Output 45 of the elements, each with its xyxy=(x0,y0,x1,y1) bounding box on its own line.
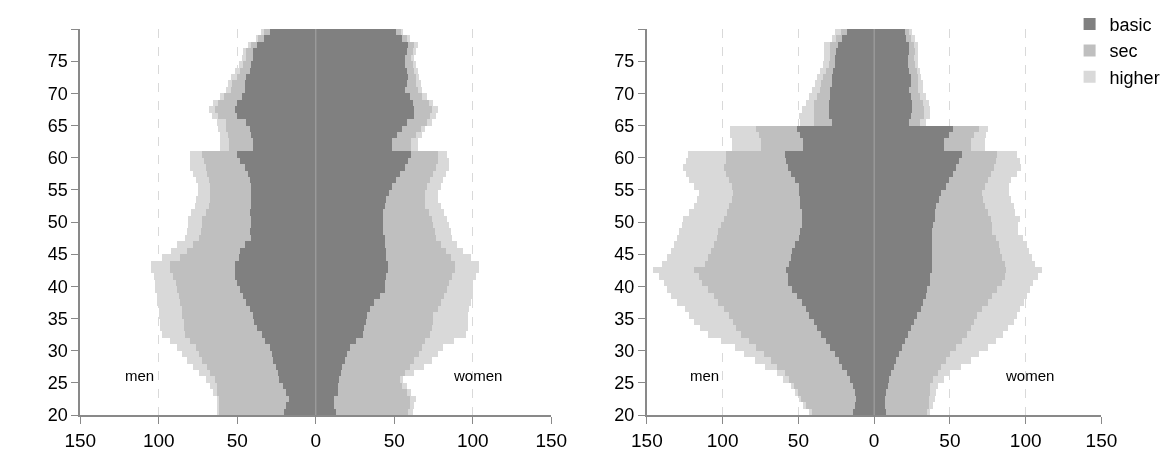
y-tick-label: 25 xyxy=(614,373,635,394)
y-tick-label: 20 xyxy=(47,405,68,426)
y-tick-label: 40 xyxy=(47,276,68,297)
y-tick-label: 35 xyxy=(47,308,68,329)
y-tick-label: 75 xyxy=(614,51,635,72)
y-tick-label: 65 xyxy=(47,115,68,136)
annotation: women xyxy=(1005,367,1055,384)
x-tick-label: 50 xyxy=(939,429,961,451)
y-tick-label: 70 xyxy=(47,83,68,104)
annotation: men xyxy=(125,367,155,384)
x-tick-label: 150 xyxy=(535,429,568,451)
y-tick-label: 60 xyxy=(614,147,635,168)
y-tick-label: 75 xyxy=(47,51,68,72)
y-tick-label: 60 xyxy=(47,147,68,168)
legend-label: basic xyxy=(1109,15,1152,36)
y-tick-label: 25 xyxy=(47,373,68,394)
y-tick-label: 35 xyxy=(614,308,635,329)
y-tick-label: 20 xyxy=(614,405,635,426)
x-tick-label: 100 xyxy=(456,429,489,451)
x-tick-label: 100 xyxy=(706,429,739,451)
x-tick-label: 150 xyxy=(64,429,97,451)
y-tick-label: 45 xyxy=(47,244,68,265)
y-tick-label: 55 xyxy=(614,180,635,201)
y-tick-label: 30 xyxy=(614,340,635,361)
y-tick-label: 50 xyxy=(614,212,635,233)
annotation: women xyxy=(453,367,503,384)
y-tick-label: 65 xyxy=(614,115,635,136)
annotation: men xyxy=(690,367,720,384)
y-tick-label: 45 xyxy=(614,244,635,265)
x-tick-label: 0 xyxy=(868,429,880,451)
x-tick-label: 150 xyxy=(1085,429,1118,451)
y-tick-label: 55 xyxy=(47,180,68,201)
x-tick-label: 150 xyxy=(631,429,663,451)
x-tick-label: 50 xyxy=(787,429,809,451)
y-tick-label: 30 xyxy=(47,340,68,361)
x-tick-label: 0 xyxy=(310,429,322,451)
y-tick-label: 40 xyxy=(614,276,635,297)
x-tick-label: 100 xyxy=(142,429,175,451)
x-tick-label: 50 xyxy=(383,429,405,451)
x-tick-label: 100 xyxy=(1009,429,1042,451)
legend-label: sec xyxy=(1109,41,1138,62)
legend-label: higher xyxy=(1109,67,1160,88)
y-tick-label: 70 xyxy=(614,83,635,104)
x-tick-label: 50 xyxy=(226,429,248,451)
y-tick-label: 50 xyxy=(47,212,68,233)
